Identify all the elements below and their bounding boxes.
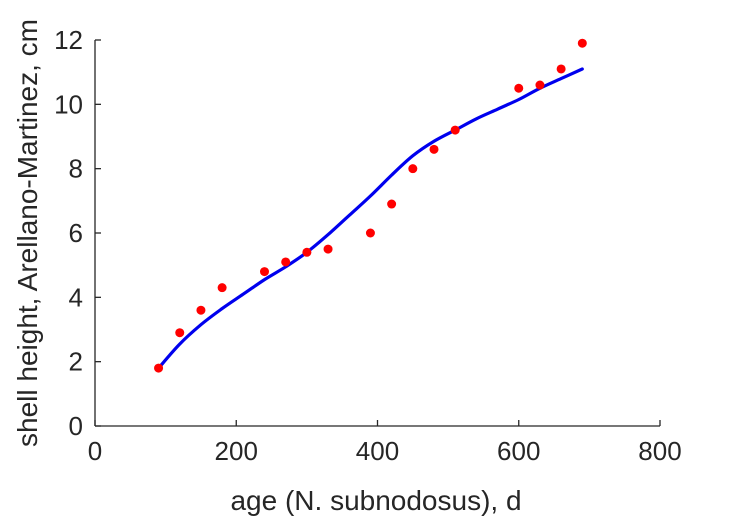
data-point bbox=[175, 328, 185, 338]
data-point bbox=[408, 164, 418, 174]
y-tick-label: 2 bbox=[69, 347, 83, 377]
data-point bbox=[281, 257, 291, 267]
data-point bbox=[154, 363, 164, 373]
x-tick-label: 200 bbox=[215, 436, 258, 466]
x-tick-label: 800 bbox=[638, 436, 681, 466]
y-tick-labels: 0 2 4 6 8 10 12 bbox=[54, 25, 83, 441]
y-tick-label: 12 bbox=[54, 25, 83, 55]
data-point bbox=[196, 305, 206, 315]
data-point bbox=[365, 228, 375, 238]
y-tick-label: 8 bbox=[69, 154, 83, 184]
fit-line bbox=[157, 67, 584, 370]
data-point bbox=[556, 64, 566, 74]
x-tick-label: 400 bbox=[356, 436, 399, 466]
y-tick-label: 10 bbox=[54, 89, 83, 119]
x-tick-label: 600 bbox=[497, 436, 540, 466]
data-point bbox=[577, 38, 587, 48]
y-tick-label: 6 bbox=[69, 218, 83, 248]
data-point bbox=[260, 267, 269, 277]
data-point bbox=[450, 125, 460, 135]
tick-marks bbox=[94, 39, 661, 427]
x-axis-label: age (N. subnodosus), d bbox=[230, 485, 521, 516]
data-points bbox=[154, 38, 587, 373]
x-tick-labels: 0 200 400 600 800 bbox=[88, 436, 682, 466]
data-point bbox=[535, 80, 545, 90]
y-axis-label: shell height, Arellano-Martinez, cm bbox=[12, 19, 43, 447]
data-point bbox=[429, 144, 439, 154]
y-tick-label: 4 bbox=[69, 282, 83, 312]
y-tick-label: 0 bbox=[69, 411, 83, 441]
data-point bbox=[302, 247, 312, 257]
data-point bbox=[514, 83, 524, 93]
x-tick-label: 0 bbox=[88, 436, 102, 466]
data-point bbox=[323, 244, 333, 254]
data-point bbox=[217, 283, 227, 293]
data-point bbox=[387, 199, 397, 209]
